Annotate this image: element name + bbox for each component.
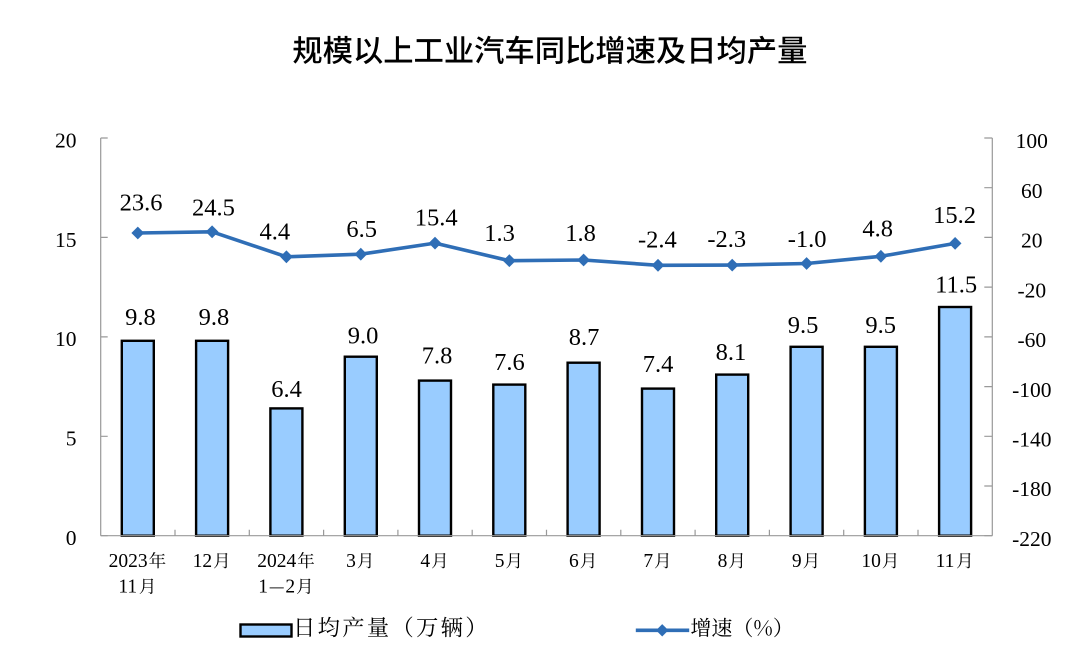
svg-text:7.6: 7.6 <box>494 349 525 376</box>
svg-text:1.8: 1.8 <box>565 220 596 247</box>
svg-text:-220: -220 <box>1012 527 1051 551</box>
svg-text:5: 5 <box>495 551 505 572</box>
svg-text:9: 9 <box>792 551 802 572</box>
svg-text:20: 20 <box>1021 229 1043 253</box>
svg-text:5: 5 <box>66 427 77 451</box>
svg-text:100: 100 <box>1016 129 1048 153</box>
svg-text:8.1: 8.1 <box>716 339 747 366</box>
svg-text:9.5: 9.5 <box>788 312 819 339</box>
svg-text:15.4: 15.4 <box>415 205 458 232</box>
svg-text:1: 1 <box>258 577 268 598</box>
svg-text:60: 60 <box>1021 179 1043 203</box>
svg-text:2024: 2024 <box>257 551 296 572</box>
svg-text:11: 11 <box>118 577 137 598</box>
svg-text:9.0: 9.0 <box>348 322 379 349</box>
svg-text:-2.3: -2.3 <box>707 226 746 253</box>
svg-text:11.5: 11.5 <box>935 272 977 299</box>
svg-text:10: 10 <box>861 551 881 572</box>
svg-text:6.4: 6.4 <box>271 376 302 403</box>
svg-text:10: 10 <box>55 327 77 351</box>
svg-text:4: 4 <box>420 551 430 572</box>
svg-text:2: 2 <box>285 577 295 598</box>
svg-text:9.8: 9.8 <box>125 304 156 331</box>
svg-text:8: 8 <box>718 551 728 572</box>
svg-text:15: 15 <box>55 228 77 252</box>
svg-text:8.7: 8.7 <box>569 324 600 351</box>
svg-text:20: 20 <box>55 128 77 152</box>
svg-text:6: 6 <box>569 551 579 572</box>
svg-text:7: 7 <box>643 551 653 572</box>
svg-text:12: 12 <box>193 551 213 572</box>
svg-text:3: 3 <box>346 551 356 572</box>
svg-text:15.2: 15.2 <box>933 202 976 229</box>
svg-text:-2.4: -2.4 <box>638 227 677 254</box>
svg-text:24.5: 24.5 <box>192 195 235 222</box>
svg-text:-100: -100 <box>1012 378 1051 402</box>
svg-text:-180: -180 <box>1012 477 1051 501</box>
svg-text:4.8: 4.8 <box>862 215 893 242</box>
svg-text:4.4: 4.4 <box>259 219 290 246</box>
svg-text:0: 0 <box>66 526 77 550</box>
svg-text:11: 11 <box>936 551 955 572</box>
svg-text:7.8: 7.8 <box>422 343 453 370</box>
svg-text:1.3: 1.3 <box>484 220 515 247</box>
svg-text:-1.0: -1.0 <box>788 226 827 253</box>
svg-text:-60: -60 <box>1017 328 1046 352</box>
svg-text:2023: 2023 <box>109 551 148 572</box>
svg-text:6.5: 6.5 <box>346 216 377 243</box>
svg-text:-140: -140 <box>1012 428 1051 452</box>
svg-text:9.8: 9.8 <box>199 304 230 331</box>
svg-text:-20: -20 <box>1017 278 1046 302</box>
svg-text:9.5: 9.5 <box>865 312 896 339</box>
svg-text:7.4: 7.4 <box>643 351 674 378</box>
svg-text:23.6: 23.6 <box>120 189 163 216</box>
